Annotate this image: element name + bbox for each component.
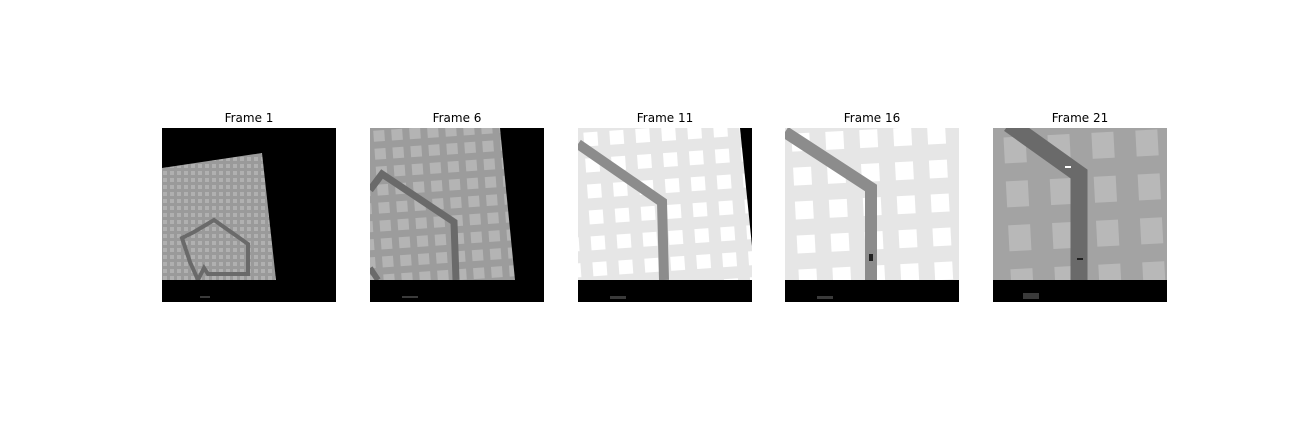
race-track (179, 217, 250, 285)
game-frame-11 (578, 128, 752, 302)
track-marker (1065, 166, 1071, 168)
frame-panel-11: Frame 11 (578, 108, 752, 302)
frame-panel-21: Frame 21 (993, 108, 1167, 302)
frame-title: Frame 1 (224, 111, 274, 125)
frame-title: Frame 6 (432, 111, 482, 125)
status-bar (785, 280, 959, 302)
terrain-patch (162, 153, 276, 280)
game-frame-16 (785, 128, 959, 302)
race-track (578, 139, 669, 281)
player-car (1077, 258, 1083, 260)
status-bar (993, 280, 1167, 302)
speed-indicator (610, 296, 626, 299)
game-frame-21 (993, 128, 1167, 302)
frame-title: Frame 16 (843, 111, 901, 125)
frame-panel-1: Frame 1 (162, 108, 336, 302)
speed-indicator (1023, 293, 1039, 299)
game-frame-1 (162, 128, 336, 302)
race-track (785, 128, 877, 280)
race-track (1004, 128, 1088, 280)
terrain-patch (370, 128, 515, 280)
race-track-edge (370, 266, 381, 282)
frame-panel-6: Frame 6 (370, 108, 544, 302)
player-car (869, 254, 873, 261)
game-frame-6 (370, 128, 544, 302)
speed-indicator (200, 296, 210, 298)
status-bar (370, 280, 544, 302)
status-bar (162, 280, 336, 302)
speed-indicator (817, 296, 833, 299)
race-track (370, 169, 460, 281)
status-bar (578, 280, 752, 302)
frame-title: Frame 11 (636, 111, 694, 125)
frame-panel-16: Frame 16 (785, 108, 959, 302)
speed-indicator (402, 296, 418, 298)
frame-title: Frame 21 (1051, 111, 1109, 125)
